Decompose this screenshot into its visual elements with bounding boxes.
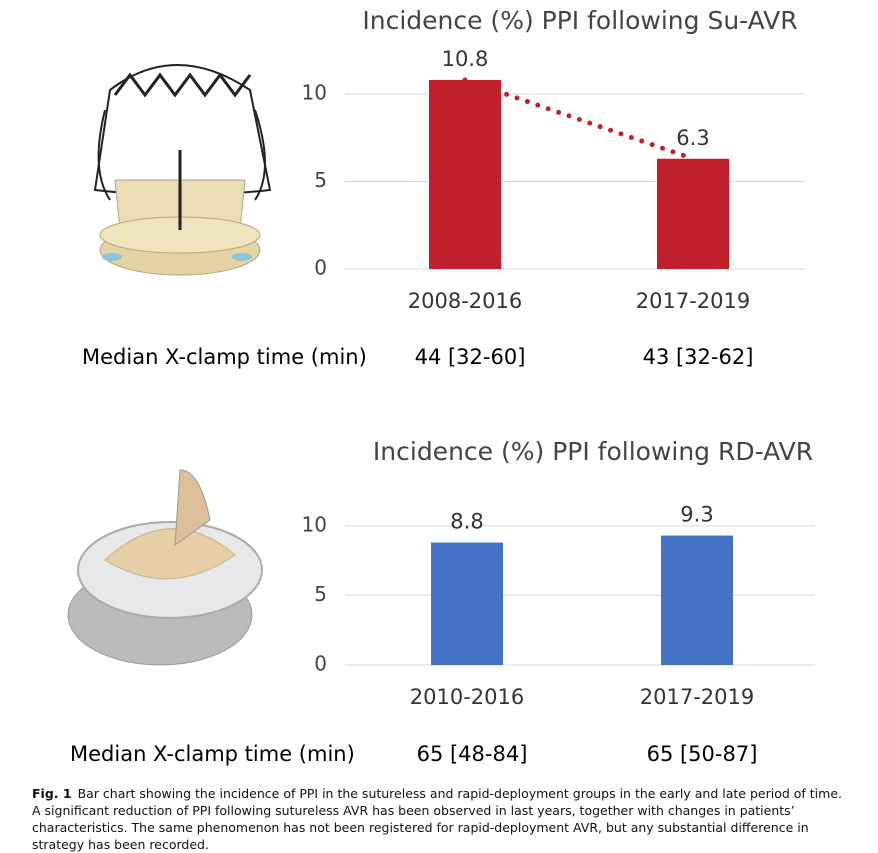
caption-text: Bar chart showing the incidence of PPI i…	[32, 786, 842, 852]
table-cell: 65 [48-84]	[417, 742, 528, 766]
bar	[661, 535, 733, 665]
y-tick-label: 5	[314, 168, 327, 192]
x-tick-label: 2017-2019	[640, 685, 754, 709]
x-tick-label: 2008-2016	[408, 289, 522, 313]
valve-illustration	[67, 469, 263, 666]
chart-title: Incidence (%) PPI following RD-AVR	[373, 437, 813, 466]
value-label: 10.8	[442, 47, 489, 71]
table-row-label: Median X-clamp time (min)	[70, 742, 355, 766]
figure: Incidence (%) PPI following Su-AVR 0 5 10 10…	[67, 6, 815, 766]
bar	[431, 542, 503, 665]
y-tick-label: 10	[302, 81, 327, 105]
x-tick-label: 2010-2016	[410, 685, 524, 709]
trend-line	[462, 77, 696, 162]
y-tick-label: 0	[314, 256, 327, 280]
y-tick-label: 5	[314, 582, 327, 606]
y-tick-label: 10	[302, 512, 327, 536]
value-label: 6.3	[676, 126, 709, 150]
table-cell: 44 [32-60]	[415, 345, 526, 369]
table-cell: 65 [50-87]	[647, 742, 758, 766]
valve-illustration	[93, 64, 272, 276]
table-cell: 43 [32-62]	[643, 345, 754, 369]
caption-label: Fig. 1	[32, 786, 72, 801]
y-tick-label: 0	[314, 652, 327, 676]
bar	[657, 158, 729, 269]
bar	[429, 80, 501, 269]
figure-caption: Fig. 1 Bar chart showing the incidence of…	[32, 785, 852, 853]
table-row-label: Median X-clamp time (min)	[82, 345, 367, 369]
chart-title: Incidence (%) PPI following Su-AVR	[362, 6, 797, 35]
value-label: 8.8	[450, 510, 483, 534]
x-tick-label: 2017-2019	[636, 289, 750, 313]
value-label: 9.3	[680, 503, 713, 527]
